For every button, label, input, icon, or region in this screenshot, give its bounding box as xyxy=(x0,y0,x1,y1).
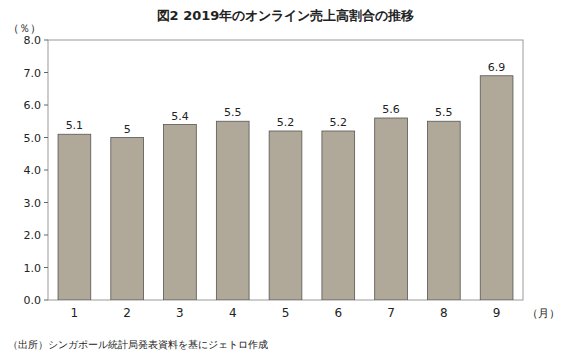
x-tick-label: 4 xyxy=(229,306,237,320)
data-label: 5 xyxy=(124,123,131,136)
y-tick xyxy=(44,300,48,301)
plot-frame xyxy=(48,40,523,300)
y-tick-label: 6.0 xyxy=(24,99,42,112)
bar xyxy=(164,125,197,301)
x-tick-label: 6 xyxy=(334,306,342,320)
data-label: 5.5 xyxy=(224,106,242,119)
bar xyxy=(427,121,460,300)
data-label: 5.2 xyxy=(330,116,348,129)
bar xyxy=(111,138,144,301)
y-tick-label: 0.0 xyxy=(24,294,42,307)
title: 図2 2019年のオンライン売上高割合の推移 xyxy=(157,8,415,23)
bar xyxy=(480,76,513,300)
data-label: 5.6 xyxy=(382,103,400,116)
y-tick xyxy=(44,72,48,73)
y-tick xyxy=(44,267,48,268)
y-tick xyxy=(44,202,48,203)
bar xyxy=(58,134,91,300)
chart: 0.0 1.0 2.0 3.0 4.0 5.0 6.0 7.0 8.0 5.1 5 5.4 5.5 5.2… xyxy=(0,0,567,358)
data-label: 5.4 xyxy=(171,110,189,123)
x-tick-label: 7 xyxy=(387,306,395,320)
data-labels: 5.1 5 5.4 5.5 5.2 5.2 5.6 5.5 6.9 xyxy=(66,61,506,136)
y-tick-label: 5.0 xyxy=(24,132,42,145)
data-label: 6.9 xyxy=(488,61,506,74)
data-label: 5.1 xyxy=(66,119,84,132)
bar xyxy=(375,118,408,300)
y-tick xyxy=(44,40,48,41)
y-tick xyxy=(44,105,48,106)
y-axis: 0.0 1.0 2.0 3.0 4.0 5.0 6.0 7.0 8.0 xyxy=(24,34,49,307)
data-label: 5.2 xyxy=(277,116,295,129)
bar xyxy=(322,131,355,300)
y-tick-label: 8.0 xyxy=(24,34,42,47)
x-tick-label: 8 xyxy=(440,306,448,320)
y-tick xyxy=(44,235,48,236)
bars xyxy=(58,76,513,300)
x-tick-label: 3 xyxy=(176,306,184,320)
y-tick-label: 3.0 xyxy=(24,197,42,210)
bar xyxy=(216,121,249,300)
x-axis-label: （月） xyxy=(527,307,560,320)
y-tick-label: 4.0 xyxy=(24,164,42,177)
data-label: 5.5 xyxy=(435,106,453,119)
x-axis: 1 2 3 4 5 6 7 8 9 xyxy=(71,306,501,320)
y-axis-label: （％） xyxy=(8,22,41,35)
x-tick-label: 5 xyxy=(282,306,290,320)
y-tick xyxy=(44,137,48,138)
bar xyxy=(269,131,302,300)
x-tick-label: 1 xyxy=(71,306,79,320)
x-tick-label: 2 xyxy=(123,306,131,320)
y-tick-label: 1.0 xyxy=(24,262,42,275)
y-tick-label: 7.0 xyxy=(24,67,42,80)
y-tick xyxy=(44,170,48,171)
x-tick-label: 9 xyxy=(493,306,501,320)
y-tick-label: 2.0 xyxy=(24,229,42,242)
footnote: （出所）シンガポール統計局発表資料を基にジェトロ作成 xyxy=(8,339,268,350)
